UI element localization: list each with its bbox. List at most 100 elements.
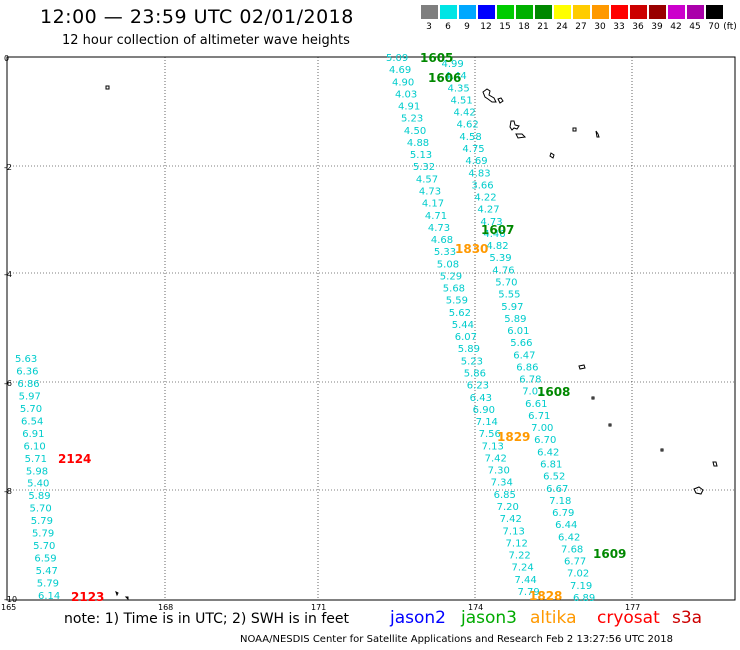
wave-height-label: 7.24 — [512, 563, 534, 574]
island-outline — [591, 396, 595, 400]
wave-height-label: 4.88 — [407, 138, 429, 149]
wave-height-label: 5.70 — [30, 504, 52, 515]
legend-label: 70 — [708, 22, 720, 32]
island-outline — [660, 448, 664, 452]
lat-tick-label: -6 — [4, 379, 12, 388]
lat-tick-label: -8 — [4, 487, 12, 496]
satellite-name: cryosat — [597, 608, 660, 628]
island-outline — [124, 596, 129, 601]
island-outline — [712, 461, 718, 467]
wave-height-label: 6.70 — [534, 435, 556, 446]
wave-height-label: 7.68 — [561, 544, 583, 555]
wave-height-label: 5.79 — [32, 529, 54, 540]
legend-label: 6 — [445, 22, 451, 32]
pass-number-label: 1606 — [428, 71, 461, 85]
legend-swatch — [535, 5, 553, 19]
legend-label: 18 — [518, 22, 530, 32]
legend-label: 30 — [594, 22, 606, 32]
wave-height-label: 5.89 — [28, 491, 50, 502]
wave-height-label: 6.52 — [543, 472, 565, 483]
wave-height-label: 6.81 — [540, 460, 562, 471]
wave-height-label: 7.34 — [491, 478, 513, 489]
wave-height-label: 6.42 — [558, 532, 580, 543]
legend-swatch — [706, 5, 724, 19]
wave-height-label: 6.59 — [34, 554, 56, 565]
wave-height-label: 7.01 — [522, 387, 544, 398]
pass-number-label: 1828 — [529, 589, 562, 603]
wave-height-label: 4.57 — [416, 174, 438, 185]
wave-height-label: 5.70 — [20, 404, 42, 415]
legend-swatch — [497, 5, 515, 19]
legend-label: 15 — [499, 22, 511, 32]
lon-tick-label: 171 — [311, 603, 326, 612]
wave-height-label: 7.18 — [549, 496, 571, 507]
island-outline — [497, 97, 504, 104]
wave-height-label: 6.91 — [22, 429, 44, 440]
wave-height-label: 5.09 — [386, 53, 408, 64]
wave-height-label: 6.85 — [494, 490, 516, 501]
wave-height-label: 4.44 — [444, 71, 466, 82]
island-outline — [105, 85, 110, 90]
wave-height-label: 5.97 — [19, 391, 41, 402]
legend-swatch — [649, 5, 667, 19]
island-outline — [608, 423, 612, 427]
wave-height-label: 6.86 — [516, 362, 538, 373]
wave-height-label: 5.66 — [510, 338, 532, 349]
wave-height-label: 7.42 — [500, 514, 522, 525]
wave-height-label: 3.66 — [471, 180, 493, 191]
wave-height-label: 7.20 — [497, 502, 519, 513]
legend-swatch — [630, 5, 648, 19]
wave-height-label: 4.27 — [477, 205, 499, 216]
wave-height-label: 5.71 — [25, 454, 47, 465]
wave-height-label: 4.73 — [428, 223, 450, 234]
satellite-name: s3a — [672, 608, 703, 628]
legend-label: 3 — [426, 22, 432, 32]
wave-height-label: 4.62 — [456, 120, 478, 131]
wave-height-label: 4.71 — [425, 211, 447, 222]
wave-height-label: 4.76 — [492, 265, 514, 276]
wave-height-label: 6.77 — [564, 557, 586, 568]
legend-swatch — [573, 5, 591, 19]
island-outline — [693, 486, 704, 495]
wave-height-label: 7.22 — [509, 551, 531, 562]
island-outline — [509, 120, 520, 131]
pass-labels: 1605 1606 1607 1830 1608 1829 1609 1828 2124 2123 — [58, 51, 626, 604]
pass-number-label: 2123 — [71, 590, 104, 604]
pass-number-label: 1608 — [537, 385, 570, 399]
satellite-name: altika — [530, 608, 577, 628]
wave-height-label: 6.86 — [17, 379, 39, 390]
land-islands — [105, 85, 718, 601]
island-outline — [482, 88, 497, 103]
pass-number-label: 2124 — [58, 452, 91, 466]
wave-height-label: 4.82 — [486, 241, 508, 252]
lon-tick-label: 168 — [158, 603, 173, 612]
legend-label: 42 — [670, 22, 682, 32]
legend-label: 24 — [556, 22, 568, 32]
wave-height-label: 4.69 — [389, 65, 411, 76]
wave-height-label: 7.19 — [570, 581, 592, 592]
legend-label: 39 — [651, 22, 663, 32]
footer-note: note: 1) Time is in UTC; 2) SWH is in fe… — [64, 611, 350, 627]
wave-height-label: 4.51 — [450, 95, 472, 106]
wave-height-label: 6.36 — [16, 366, 38, 377]
wave-height-label: 6.79 — [552, 508, 574, 519]
wave-height-label: 6.01 — [507, 326, 529, 337]
wave-height-label: 6.47 — [513, 350, 535, 361]
wave-height-label: 5.86 — [464, 369, 486, 380]
wave-height-label: 7.44 — [515, 575, 537, 586]
wave-height-label: 5.79 — [37, 579, 59, 590]
wave-height-label: 7.42 — [485, 453, 507, 464]
wave-height-label: 5.68 — [443, 284, 465, 295]
legend-swatch — [554, 5, 572, 19]
wave-height-label: 6.23 — [467, 381, 489, 392]
wave-height-label: 5.97 — [501, 302, 523, 313]
wave-height-label: 7.79 — [518, 587, 540, 598]
wave-height-label: 7.14 — [476, 417, 498, 428]
legend-label: 45 — [689, 22, 701, 32]
wave-height-label: 5.89 — [458, 344, 480, 355]
lon-tick-label: 174 — [468, 603, 483, 612]
wave-height-label: 5.79 — [31, 516, 53, 527]
legend-label: 33 — [613, 22, 625, 32]
